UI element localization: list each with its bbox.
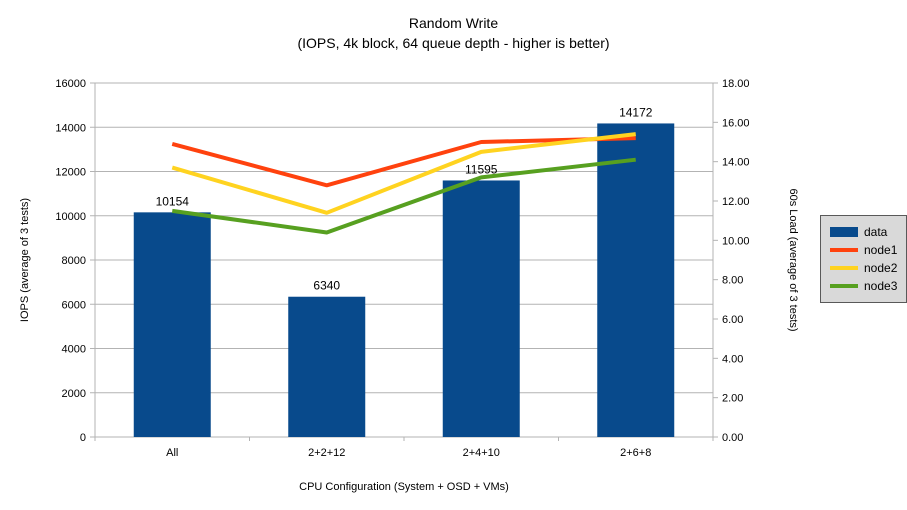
legend-label: node2 (864, 261, 898, 275)
legend-item-data: data (830, 223, 897, 241)
bar-data (597, 123, 675, 437)
legend-item-node2: node2 (830, 259, 897, 277)
left-axis-tick-label: 14000 (55, 122, 86, 134)
legend: data node1 node2 node3 (820, 215, 907, 303)
left-axis-tick-label: 10000 (55, 211, 86, 223)
right-axis-tick-label: 12.00 (722, 196, 750, 208)
bar-value-label: 14172 (619, 105, 653, 119)
right-axis-tick-label: 14.00 (722, 157, 750, 169)
legend-label: node1 (864, 243, 898, 257)
legend-label: node3 (864, 279, 898, 293)
right-axis-tick-label: 16.00 (722, 117, 750, 129)
bar-value-label: 11595 (465, 162, 498, 176)
line-node2 (171, 132, 636, 215)
left-axis-title: IOPS (average of 3 tests) (19, 197, 31, 323)
right-axis-tick-label: 8.00 (722, 275, 743, 287)
left-axis-tick-label: 8000 (62, 255, 86, 267)
legend-item-node1: node1 (830, 241, 897, 259)
right-axis-tick-label: 10.00 (722, 235, 750, 247)
legend-swatch-node1 (830, 248, 858, 252)
bar-data (133, 212, 211, 437)
right-axis-tick-label: 4.00 (722, 353, 743, 365)
left-axis-tick-label: 6000 (62, 299, 86, 311)
legend-item-node3: node3 (830, 277, 897, 295)
bar-value-label: 10154 (156, 194, 190, 208)
line-node3 (171, 157, 636, 235)
legend-swatch-data (830, 227, 858, 237)
right-axis-tick-label: 0.00 (722, 432, 743, 444)
bar-data (442, 180, 520, 437)
left-axis-tick-label: 0 (80, 432, 86, 444)
chart-subtitle: (IOPS, 4k block, 64 queue depth - higher… (297, 35, 610, 51)
legend-label: data (864, 225, 888, 239)
right-axis-tick-label: 18.00 (722, 78, 750, 90)
chart-title: Random Write (408, 15, 499, 31)
category-label: All (166, 447, 178, 459)
bar-value-label: 6340 (313, 279, 340, 293)
legend-swatch-node2 (830, 266, 858, 270)
right-axis-tick-label: 6.00 (722, 314, 743, 326)
x-axis-title: CPU Configuration (System + OSD + VMs) (299, 481, 509, 493)
line-node1 (171, 136, 636, 188)
left-axis-tick-label: 16000 (55, 78, 86, 90)
legend-swatch-node3 (830, 284, 858, 288)
left-axis-tick-label: 12000 (55, 167, 86, 179)
right-axis-title: 60s Load (average of 3 tests) (787, 188, 799, 332)
right-axis-tick-label: 2.00 (722, 393, 743, 405)
category-label: 2+2+12 (308, 447, 345, 459)
left-axis-tick-label: 4000 (62, 344, 86, 356)
category-label: 2+4+10 (463, 447, 500, 459)
left-axis-tick-label: 2000 (62, 388, 86, 400)
chart-title-block: Random Write (IOPS, 4k block, 64 queue d… (0, 13, 907, 53)
category-label: 2+6+8 (620, 447, 651, 459)
bar-data (288, 296, 366, 437)
